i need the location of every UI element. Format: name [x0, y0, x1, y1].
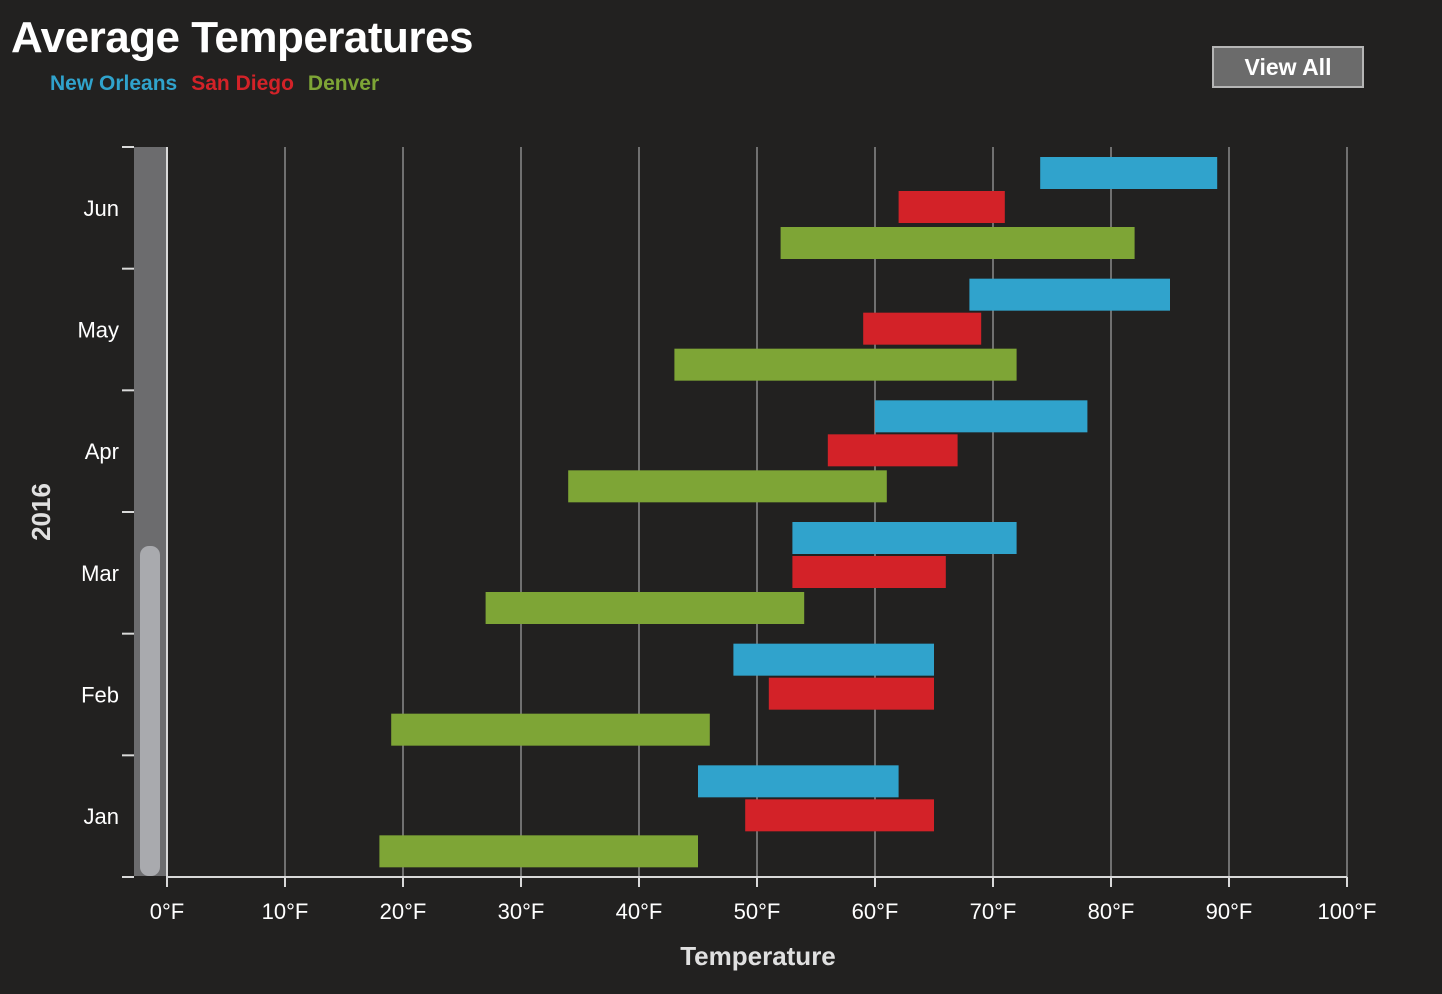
- bar-denver-apr[interactable]: [568, 470, 887, 503]
- bar-new-orleans-apr[interactable]: [875, 400, 1088, 433]
- x-tick-label: 10°F: [262, 899, 309, 924]
- bar-new-orleans-may[interactable]: [969, 278, 1170, 311]
- bar-denver-mar[interactable]: [485, 592, 805, 624]
- x-tick-label: 50°F: [734, 899, 781, 924]
- bar-san-diego-mar[interactable]: [792, 556, 946, 588]
- bar-new-orleans-jan[interactable]: [698, 765, 899, 798]
- grid-lines: [166, 147, 1348, 877]
- bar-denver-jun[interactable]: [780, 227, 1135, 259]
- y-tick-label: Mar: [81, 561, 119, 586]
- y-tick-label: May: [77, 318, 119, 343]
- chart-title: Average Temperatures: [11, 13, 474, 62]
- y-tick-label: Feb: [81, 683, 119, 708]
- x-tick-label: 60°F: [852, 899, 899, 924]
- bar-new-orleans-jun[interactable]: [1040, 157, 1218, 189]
- bar-san-diego-jan[interactable]: [745, 799, 934, 832]
- x-tick-label: 70°F: [970, 899, 1017, 924]
- x-tick-label: 30°F: [498, 899, 545, 924]
- bar-denver-jan[interactable]: [379, 835, 698, 868]
- bar-san-diego-jun[interactable]: [898, 191, 1005, 223]
- x-axis-title: Temperature: [680, 941, 836, 971]
- legend: New Orleans San Diego Denver: [50, 71, 379, 97]
- legend-item-denver[interactable]: Denver: [307, 72, 380, 95]
- legend-item-new-orleans[interactable]: New Orleans: [50, 72, 178, 95]
- bar-new-orleans-feb[interactable]: [733, 643, 934, 676]
- bar-san-diego-may[interactable]: [863, 312, 982, 345]
- y-tick-label: Apr: [85, 439, 119, 464]
- x-tick-label: 20°F: [380, 899, 427, 924]
- x-tick-label: 80°F: [1088, 899, 1135, 924]
- x-tick-label: 90°F: [1206, 899, 1253, 924]
- legend-item-san-diego[interactable]: San Diego: [191, 72, 294, 95]
- view-all-button[interactable]: View All: [1212, 46, 1364, 88]
- scrollbar-thumb[interactable]: [140, 546, 160, 876]
- y-axis-title: 2016: [26, 483, 56, 541]
- x-tick-label: 40°F: [616, 899, 663, 924]
- bars: [379, 157, 1218, 868]
- bar-denver-feb[interactable]: [391, 713, 710, 746]
- y-tick-label: Jan: [84, 804, 119, 829]
- bar-new-orleans-mar[interactable]: [792, 522, 1017, 554]
- bar-san-diego-feb[interactable]: [768, 677, 934, 710]
- bar-san-diego-apr[interactable]: [827, 434, 958, 467]
- axes: 0°F 10°F 20°F 30°F 40°F 50°F 60°F 70°F 80°F 90°F 1…: [77, 146, 1377, 924]
- x-tick-label: 0°F: [150, 899, 184, 924]
- y-tick-label: Jun: [84, 196, 119, 221]
- bar-denver-may[interactable]: [674, 348, 1017, 381]
- x-tick-label: 100°F: [1318, 899, 1377, 924]
